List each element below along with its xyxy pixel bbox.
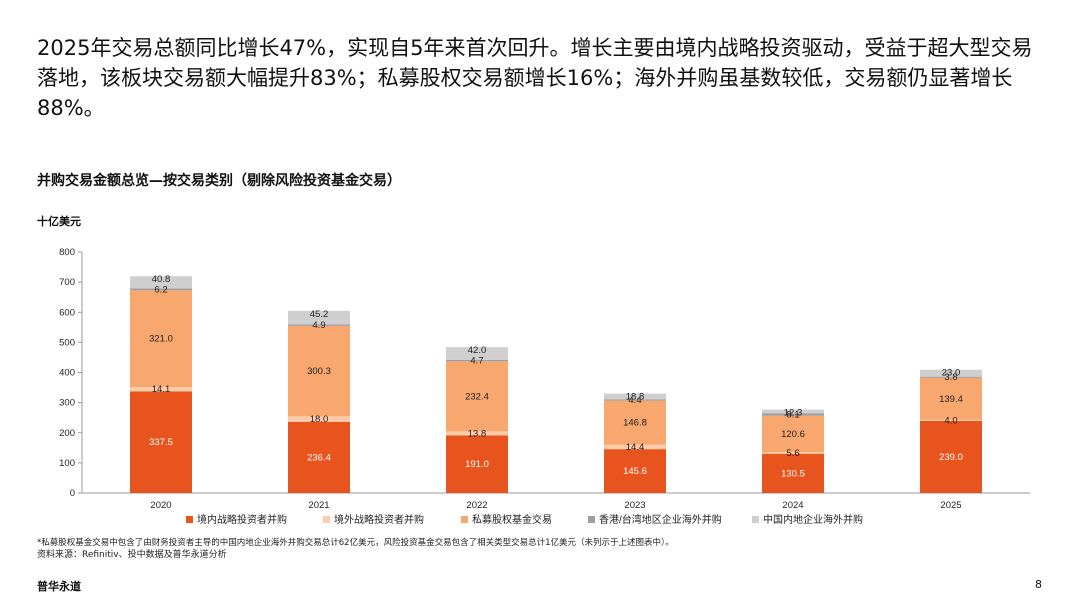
x-tick-label: 2025 bbox=[940, 500, 961, 511]
data-label: 13.8 bbox=[468, 428, 487, 439]
bar-segment bbox=[920, 376, 982, 378]
data-label: 3.8 bbox=[944, 372, 957, 383]
y-tick-label: 500 bbox=[59, 337, 75, 348]
x-tick-label: 2020 bbox=[150, 500, 171, 511]
data-label: 14.1 bbox=[152, 384, 171, 395]
x-tick-label: 2022 bbox=[466, 500, 487, 511]
x-tick-label: 2023 bbox=[624, 500, 645, 511]
footnote: *私募股权基金交易中包含了由财务投资者主导的中国内地企业海外并购交易总计62亿美… bbox=[37, 538, 674, 548]
bar-segment bbox=[762, 413, 824, 416]
data-label: 12.3 bbox=[784, 408, 803, 419]
bar-segment bbox=[446, 431, 508, 436]
bar-segment bbox=[130, 290, 192, 388]
data-label: 4.9 bbox=[312, 320, 325, 331]
data-label: 232.4 bbox=[465, 391, 489, 402]
data-label: 4.7 bbox=[470, 356, 483, 367]
data-label: 5.6 bbox=[786, 448, 799, 459]
y-tick-label: 800 bbox=[59, 247, 75, 258]
legend-swatch bbox=[186, 516, 193, 523]
data-label: 139.4 bbox=[939, 394, 963, 405]
bar-segment bbox=[762, 453, 824, 493]
data-label: 130.5 bbox=[781, 468, 805, 479]
data-label: 8.1 bbox=[786, 409, 799, 420]
page-number: 8 bbox=[1035, 578, 1042, 591]
bar-segment bbox=[288, 324, 350, 326]
data-label: 145.6 bbox=[623, 466, 647, 477]
bar-segment bbox=[762, 415, 824, 452]
bar-segment bbox=[920, 421, 982, 493]
chart-title: 并购交易金额总览—按交易类别（剔除风险投资基金交易） bbox=[37, 173, 401, 189]
data-label: 146.8 bbox=[623, 418, 647, 429]
y-tick-label: 600 bbox=[59, 307, 75, 318]
legend-label: 中国内地企业海外并购 bbox=[763, 513, 863, 526]
legend-swatch bbox=[323, 516, 330, 523]
y-axis-unit-label: 十亿美元 bbox=[37, 215, 81, 228]
data-label: 300.3 bbox=[307, 366, 331, 377]
data-label: 6.2 bbox=[154, 284, 167, 295]
bar-segment bbox=[604, 399, 666, 401]
bar-segment bbox=[762, 451, 824, 454]
bar-segment bbox=[288, 416, 350, 422]
bar-segment bbox=[762, 409, 824, 414]
data-label: 45.2 bbox=[310, 309, 329, 320]
data-label: 337.5 bbox=[149, 437, 173, 448]
data-label: 321.0 bbox=[149, 334, 173, 345]
bar-segment bbox=[130, 288, 192, 291]
data-label: 18.8 bbox=[626, 392, 645, 403]
data-label: 236.4 bbox=[307, 452, 331, 463]
legend-swatch bbox=[588, 516, 595, 523]
data-label: 40.8 bbox=[152, 274, 171, 285]
legend-label: 私募股权基金交易 bbox=[472, 513, 552, 526]
bar-segment bbox=[288, 325, 350, 417]
bar-segment bbox=[130, 276, 192, 289]
y-tick-label: 0 bbox=[70, 488, 75, 499]
y-tick-label: 400 bbox=[59, 368, 75, 379]
y-tick-label: 700 bbox=[59, 277, 75, 288]
bar-segment bbox=[288, 421, 350, 493]
data-label: 239.0 bbox=[939, 452, 963, 463]
headline: 2025年交易总额同比增长47%，实现自5年来首次回升。增长主要由境内战略投资驱… bbox=[37, 36, 1033, 120]
bar-segment bbox=[920, 377, 982, 420]
data-label: 14.4 bbox=[626, 442, 645, 453]
source-note: 资料来源：Refinitiv、投中数据及普华永道分析 bbox=[37, 550, 227, 560]
bar-segment bbox=[604, 393, 666, 400]
data-label: 42.0 bbox=[468, 345, 487, 356]
y-tick-label: 200 bbox=[59, 428, 75, 439]
legend-label: 香港/台湾地区企业海外并购 bbox=[599, 513, 722, 526]
bar-segment bbox=[604, 444, 666, 450]
legend-swatch bbox=[752, 516, 759, 523]
bar-segment bbox=[446, 347, 508, 360]
bar-segment bbox=[288, 310, 350, 325]
data-label: 120.6 bbox=[781, 429, 805, 440]
bar-segment bbox=[446, 359, 508, 362]
bar-segment bbox=[130, 391, 192, 493]
legend-label: 境内战略投资者并购 bbox=[197, 513, 287, 526]
bar-segment bbox=[446, 361, 508, 432]
x-tick-label: 2024 bbox=[782, 500, 803, 511]
legend-swatch bbox=[461, 516, 468, 523]
data-label: 4.4 bbox=[628, 395, 641, 406]
data-label: 191.0 bbox=[465, 459, 489, 470]
bar-segment bbox=[920, 419, 982, 422]
data-label: 23.0 bbox=[942, 368, 961, 379]
y-tick-label: 100 bbox=[59, 458, 75, 469]
x-tick-label: 2021 bbox=[308, 500, 329, 511]
bar-segment bbox=[920, 369, 982, 377]
bar-segment bbox=[604, 400, 666, 445]
legend-label: 境外战略投资者并购 bbox=[334, 513, 424, 526]
bar-segment bbox=[130, 387, 192, 392]
data-label: 18.0 bbox=[310, 414, 329, 425]
bar-segment bbox=[446, 435, 508, 493]
y-tick-label: 300 bbox=[59, 398, 75, 409]
data-label: 4.0 bbox=[944, 415, 957, 426]
brand-name: 普华永道 bbox=[37, 580, 81, 593]
bar-segment bbox=[604, 449, 666, 493]
